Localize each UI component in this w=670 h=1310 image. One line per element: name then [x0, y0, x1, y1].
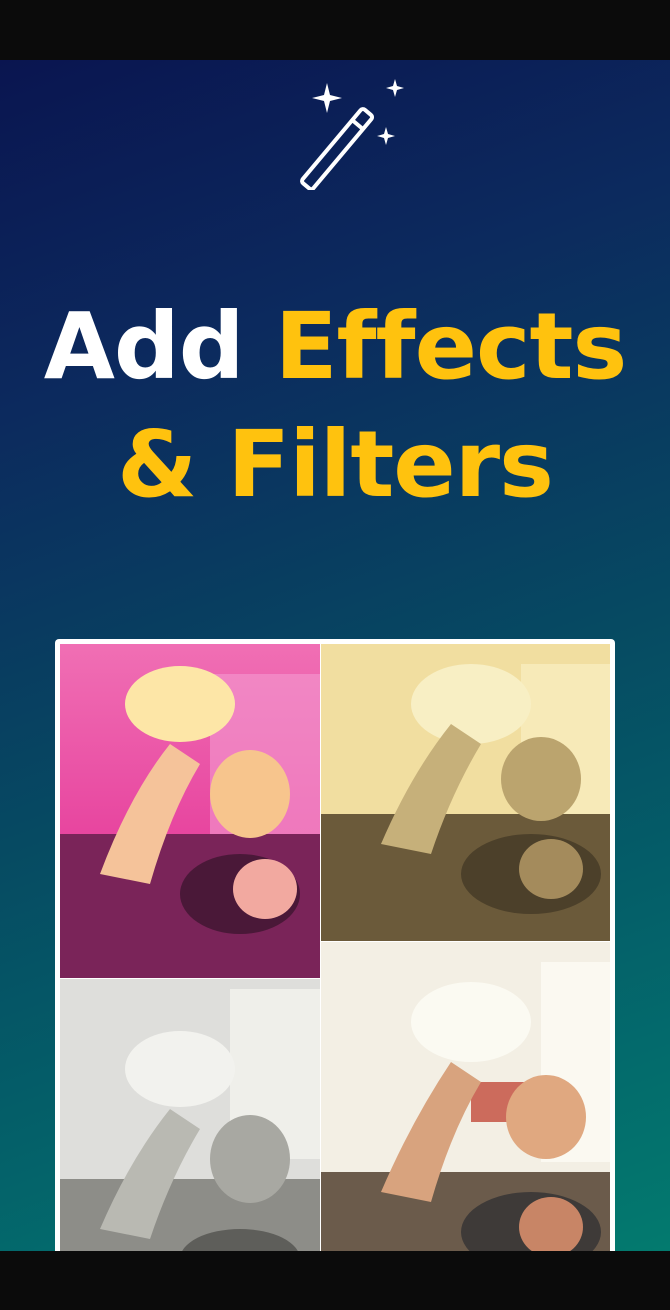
headline: Add Effects & Filters	[0, 288, 670, 524]
promo-panel: Add Effects & Filters	[0, 60, 670, 1251]
collage-photo-pink	[60, 644, 320, 978]
collage-photo-warm	[321, 942, 610, 1251]
navigation-bar	[0, 1251, 670, 1310]
magic-wand-icon	[300, 79, 404, 190]
headline-line-1: Add Effects	[0, 288, 670, 406]
status-bar	[0, 0, 670, 60]
filter-collage	[55, 639, 615, 1251]
headline-line-2: & Filters	[117, 411, 554, 518]
headline-word-add: Add	[43, 293, 245, 400]
collage-photo-grayscale	[60, 979, 320, 1251]
headline-word-effects: Effects	[274, 293, 628, 400]
collage-photo-sepia	[321, 644, 610, 941]
